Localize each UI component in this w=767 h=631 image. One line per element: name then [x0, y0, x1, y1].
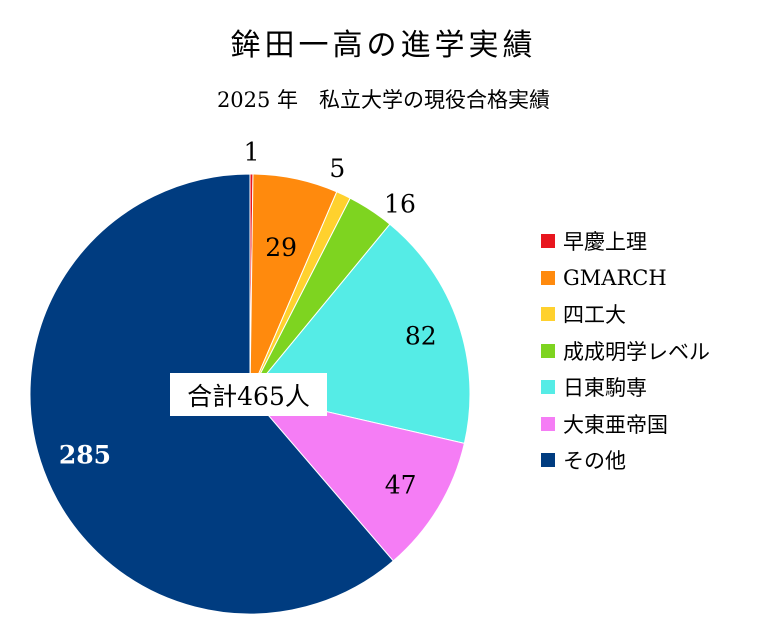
- legend-swatch: [541, 234, 555, 249]
- legend-item: 日東駒専: [541, 369, 710, 406]
- legend-swatch: [541, 380, 555, 395]
- legend-swatch: [541, 416, 555, 431]
- legend-item: 早慶上理: [541, 223, 710, 260]
- data-label: 29: [265, 233, 297, 262]
- legend-swatch: [541, 307, 555, 322]
- legend: 早慶上理 GMARCH 四工大成成明学レベル 日東駒専大東亜帝国その他: [541, 223, 710, 479]
- legend-item: 成成明学レベル: [541, 333, 710, 370]
- data-label: 16: [384, 190, 416, 219]
- data-label: 5: [329, 154, 345, 183]
- data-label: 82: [405, 321, 437, 350]
- pie-slice: [248, 393, 465, 562]
- chart-title: 鉾田一高の進学実績: [230, 28, 537, 63]
- legend-label: 大東亜帝国: [563, 412, 668, 437]
- legend-label: 四工大: [563, 303, 626, 328]
- legend-item: 四工大: [541, 296, 710, 333]
- legend-item: 大東亜帝国: [541, 406, 710, 443]
- data-label: 285: [59, 441, 111, 470]
- legend-label: 成成明学レベル: [563, 339, 710, 364]
- legend-label: 日東駒専: [563, 376, 647, 401]
- chart-subtitle: 2025 年 私立大学の現役合格実績: [216, 88, 551, 112]
- pie-data-labels: 1 29 5 16 82 47 285: [59, 138, 437, 500]
- legend-swatch: [541, 343, 555, 358]
- data-label: 1: [244, 138, 260, 167]
- legend-swatch: [541, 453, 555, 468]
- legend-label: その他: [563, 449, 626, 474]
- total-label: 合計465人: [170, 373, 327, 416]
- legend-item: その他: [541, 442, 710, 479]
- legend-item: GMARCH: [541, 260, 710, 297]
- legend-swatch: [541, 270, 555, 285]
- data-label: 47: [385, 471, 417, 500]
- legend-label: 早慶上理: [563, 230, 647, 255]
- legend-label: GMARCH: [563, 265, 667, 290]
